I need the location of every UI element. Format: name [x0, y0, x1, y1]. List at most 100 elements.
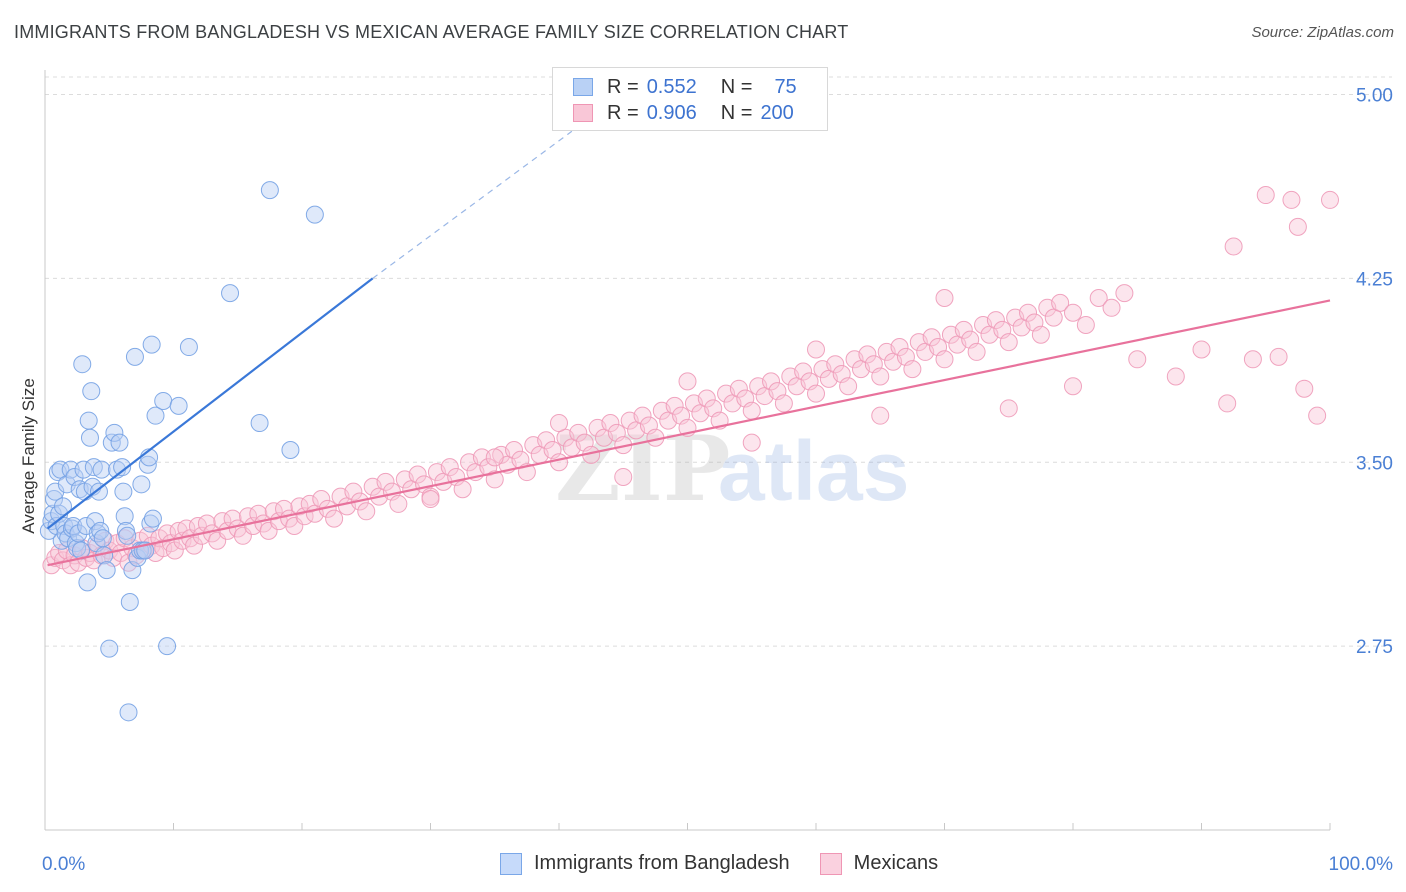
y-tick-label: 5.00 [1356, 86, 1393, 107]
mexicans-point [742, 401, 761, 420]
legend-n-value-bangladesh: 75 [774, 75, 797, 98]
bangladesh-point [158, 637, 177, 656]
bangladesh-point [305, 205, 324, 224]
mexicans-point [774, 394, 793, 413]
y-tick-label: 2.75 [1356, 637, 1393, 658]
bangladesh-point [93, 529, 112, 548]
mexicans-point [1282, 190, 1301, 209]
bangladesh-point [88, 524, 107, 543]
bangladesh-point [142, 335, 161, 354]
mexicans-point [1321, 190, 1339, 209]
bangladesh-trend-extension [372, 130, 573, 279]
bangladesh-point [169, 396, 188, 415]
mexicans-point [569, 423, 588, 442]
mexicans-point [264, 502, 283, 521]
mexicans-point [115, 529, 134, 548]
mexicans-point [903, 360, 922, 379]
mexicans-point [999, 333, 1018, 352]
mexicans-point [1256, 186, 1275, 205]
mexicans-point [344, 482, 363, 501]
mexicans-point [389, 494, 408, 513]
watermark-atlas: atlas [718, 424, 909, 518]
bangladesh-point [146, 406, 165, 425]
mexicans-point [1192, 340, 1211, 359]
mexicans-point [794, 362, 813, 381]
bangladesh-point [179, 338, 198, 357]
mexicans-point [986, 311, 1005, 330]
legend-swatch-bangladesh [573, 78, 593, 96]
mexicans-point [1308, 406, 1327, 425]
chart-source: Source: ZipAtlas.com [1251, 24, 1394, 41]
legend-row-mexicans: R = 0.906 N = 200 [573, 101, 794, 125]
mexicans-point [999, 399, 1018, 418]
bangladesh-point [125, 347, 144, 366]
mexicans-point [839, 377, 858, 396]
bangladesh-point [97, 561, 116, 580]
series-swatch-bangladesh [500, 852, 522, 875]
legend-r-value-mexicans: 0.906 [646, 101, 697, 124]
legend-r-label: R = [607, 75, 639, 98]
bangladesh-point [141, 514, 160, 533]
bangladesh-point [82, 382, 101, 401]
bangladesh-point [74, 460, 93, 479]
bangladesh-point [105, 423, 124, 442]
mexicans-point [633, 406, 652, 425]
mexicans-point [550, 453, 568, 472]
mexicans-point [1064, 303, 1082, 322]
bangladesh-point [119, 703, 138, 722]
legend-n-label: N = [720, 101, 753, 124]
mexicans-point [871, 406, 890, 425]
series-label-mexicans: Mexicans [853, 852, 939, 874]
y-tick-label: 3.50 [1356, 453, 1393, 474]
legend-n-label: N = [720, 75, 753, 98]
mexicans-point [1019, 303, 1038, 322]
mexicans-point [1076, 315, 1095, 334]
y-axis-label: Average Family Size [19, 378, 38, 534]
mexicans-point [472, 448, 491, 467]
mexicans-point [453, 480, 472, 499]
mexicans-point [871, 367, 890, 386]
legend-r-label: R = [607, 101, 639, 124]
mexicans-point [290, 497, 309, 516]
mexicans-point [312, 490, 331, 509]
bangladesh-point [118, 526, 137, 545]
mexicans-point [421, 490, 440, 509]
mexicans-point [1269, 347, 1288, 366]
mexicans-point [697, 389, 716, 408]
bangladesh-point [154, 391, 173, 410]
series-label-bangladesh: Immigrants from Bangladesh [534, 852, 790, 874]
bangladesh-point [281, 441, 300, 459]
mexicans-point [678, 372, 697, 391]
mexicans-point [1218, 394, 1237, 413]
mexicans-point [300, 494, 319, 513]
mexicans-point [935, 350, 954, 369]
bangladesh-point [120, 593, 139, 611]
bangladesh-point [78, 573, 97, 592]
mexicans-point [158, 524, 177, 543]
mexicans-point [858, 345, 877, 364]
bangladesh-point [80, 428, 99, 447]
mexicans-points [42, 186, 1339, 575]
bangladesh-point [100, 639, 119, 658]
mexicans-point [954, 320, 973, 339]
axes [44, 70, 1331, 831]
mexicans-point [1031, 325, 1050, 344]
bangladesh-point [110, 433, 129, 452]
mexicans-point [807, 384, 825, 403]
series-legend-mexicans[interactable]: Mexicans [819, 852, 939, 875]
bangladesh-point [89, 482, 108, 501]
chart-title: IMMIGRANTS FROM BANGLADESH VS MEXICAN AV… [14, 22, 849, 42]
series-legend-bangladesh[interactable]: Immigrants from Bangladesh [500, 852, 790, 875]
mexicans-point [935, 289, 954, 307]
mexicans-point [1089, 289, 1108, 307]
mexicans-point [1102, 298, 1121, 317]
mexicans-point [1166, 367, 1185, 386]
mexicans-point [505, 441, 524, 459]
mexicans-point [537, 431, 556, 450]
mexicans-point [1243, 350, 1262, 369]
bangladesh-point [92, 460, 111, 479]
trend-lines [46, 130, 1331, 567]
mexicans-point [376, 472, 395, 491]
x-tick-labels: 0.0% 100.0% [42, 854, 1393, 875]
